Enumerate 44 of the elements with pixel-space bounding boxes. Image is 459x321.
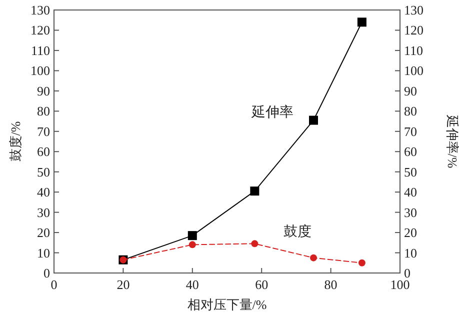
series-label: 延伸率 — [250, 104, 294, 120]
series-label: 鼓度 — [284, 224, 312, 240]
y-tick-label: 100 — [30, 63, 50, 78]
point — [188, 241, 196, 248]
y2-tick-label: 110 — [404, 42, 424, 58]
point — [251, 240, 258, 248]
y2-tick-label: 120 — [404, 22, 424, 38]
x-tick-label: 40 — [186, 277, 199, 292]
x-tick-label: 80 — [324, 277, 338, 292]
y-tick-label: 90 — [37, 83, 50, 98]
y2-tick-label: 80 — [404, 104, 417, 119]
y2-tick-label: 30 — [404, 204, 417, 220]
y2-tick-label: 20 — [404, 225, 417, 240]
y-tick-label: 130 — [30, 2, 50, 18]
x-tick-label: 20 — [116, 277, 130, 292]
y2-tick-label: 10 — [404, 245, 417, 260]
y2-tick-label: 100 — [404, 63, 424, 78]
x-tick-label: 60 — [255, 277, 268, 292]
y2-tick-label: 130 — [404, 2, 424, 18]
y2-tick-label: 50 — [404, 164, 417, 180]
point — [358, 259, 366, 266]
x-axis-title: 相对压下量/% — [187, 297, 267, 312]
y2-axis-title: 延伸率/% — [445, 114, 459, 168]
y-tick-label: 40 — [37, 184, 50, 200]
point — [309, 116, 318, 125]
y-tick-label: 70 — [37, 124, 50, 139]
point — [310, 254, 317, 262]
y-axis-title: 鼓度/% — [8, 121, 23, 162]
point — [357, 18, 366, 27]
point — [250, 186, 260, 196]
y-tick-label: 10 — [37, 245, 50, 260]
point — [188, 231, 197, 240]
y2-tick-label: 40 — [404, 184, 417, 200]
y-tick-label: 20 — [37, 225, 50, 240]
y-tick-label: 50 — [37, 164, 50, 180]
y-tick-label: 0 — [44, 266, 50, 280]
y-tick-label: 110 — [30, 42, 50, 58]
y2-tick-label: 70 — [404, 124, 417, 139]
y2-tick-label: 60 — [404, 144, 417, 160]
y2-tick-label: 90 — [404, 83, 417, 98]
y-tick-label: 120 — [30, 22, 50, 38]
y-tick-label: 30 — [37, 204, 50, 220]
y-tick-label: 80 — [37, 104, 50, 119]
y-tick-label: 60 — [37, 144, 50, 160]
